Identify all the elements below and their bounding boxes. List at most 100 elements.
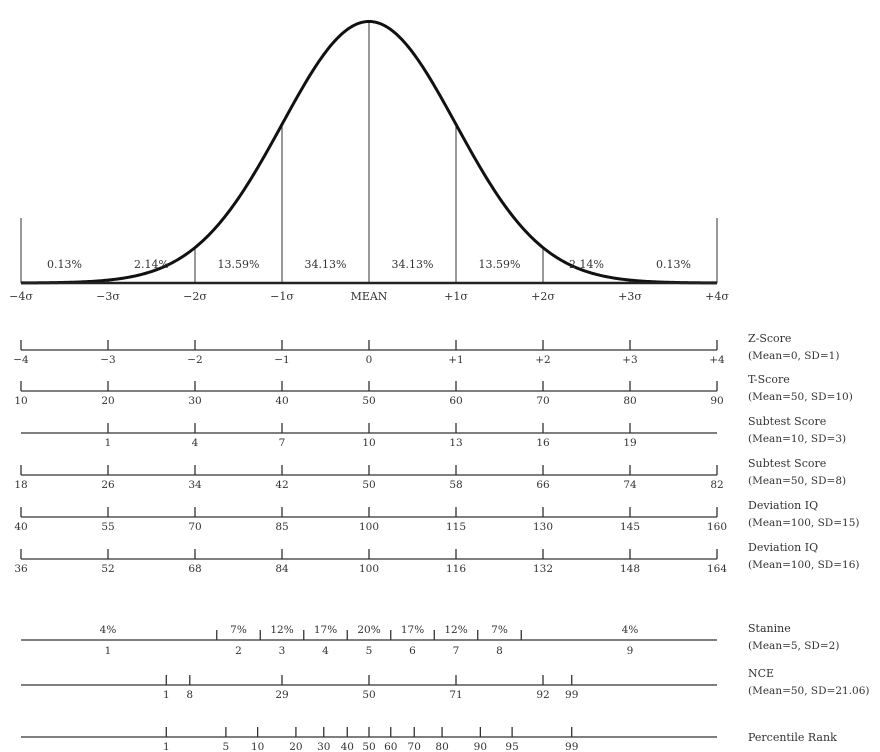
scale-tick-label: 82 bbox=[710, 479, 723, 491]
scale-tick-label: 19 bbox=[623, 437, 636, 449]
stanine-band-percent: 12% bbox=[270, 624, 293, 636]
sigma-label: −3σ bbox=[96, 290, 120, 303]
sigma-label: −1σ bbox=[270, 290, 294, 303]
stanine-band-percent: 7% bbox=[491, 624, 508, 636]
score-scales-group: Z-Score (Mean=0, SD=1) −4 −3 −2 −1 0 +1 +2 +3 +4 T-… bbox=[13, 332, 869, 752]
scale-tick-label: 145 bbox=[620, 521, 640, 533]
scale-tick-label: 99 bbox=[565, 689, 578, 701]
scale-params: (Mean=100, SD=15) bbox=[748, 517, 859, 529]
scale-name: Percentile Rank bbox=[748, 731, 837, 744]
scale-tick-label: 70 bbox=[408, 741, 421, 752]
scale-tick-label: 66 bbox=[536, 479, 550, 491]
scale-deviation-iq: Deviation IQ (Mean=100, SD=15) 40 55 70 85 100… bbox=[14, 499, 859, 533]
scale-name: Deviation IQ bbox=[748, 541, 818, 554]
scale-tick-label: 85 bbox=[275, 521, 288, 533]
stanine-band-percent: 7% bbox=[230, 624, 247, 636]
stanine-band-percent: 4% bbox=[100, 624, 117, 636]
scale-params: (Mean=0, SD=1) bbox=[748, 350, 839, 362]
scale-tick-label: 50 bbox=[362, 479, 375, 491]
scale-tick-label: 100 bbox=[359, 521, 379, 533]
scale-percentile-rank: Percentile Rank 1 5 10 20 30 40 50 60 70 80 90 95 99 bbox=[21, 727, 837, 752]
scale-tick-label: 99 bbox=[565, 741, 578, 752]
scale-tick-label: 90 bbox=[710, 395, 723, 407]
scale-subtest-score: Subtest Score (Mean=10, SD=3) 1 4 7 10 13 16 19 bbox=[21, 415, 846, 449]
scale-tick-label: 52 bbox=[101, 563, 114, 575]
scale-tick-label: 58 bbox=[449, 479, 462, 491]
scale-tick-label: 26 bbox=[101, 479, 115, 491]
sigma-label: +4σ bbox=[705, 290, 729, 303]
scale-tick-label: 160 bbox=[707, 521, 727, 533]
scale-params: (Mean=5, SD=2) bbox=[748, 640, 839, 652]
scale-tick-label: 13 bbox=[449, 437, 462, 449]
scale-tick-label: 20 bbox=[289, 741, 302, 752]
region-percent-label: 13.59% bbox=[218, 258, 260, 271]
scale-tick-label: 40 bbox=[275, 395, 288, 407]
scale-tick-label: 30 bbox=[188, 395, 201, 407]
scale-tick-label: 16 bbox=[536, 437, 550, 449]
scale-tick-label: 164 bbox=[707, 563, 727, 575]
scale-tick-label: 84 bbox=[275, 563, 289, 575]
scale-name: Deviation IQ bbox=[748, 499, 818, 512]
sigma-label: +1σ bbox=[444, 290, 468, 303]
scale-tick-label: 40 bbox=[341, 741, 354, 752]
scale-tick-label: +1 bbox=[448, 354, 463, 366]
scale-name: Subtest Score bbox=[748, 457, 826, 470]
scale-params: (Mean=50, SD=21.06) bbox=[748, 685, 869, 697]
scale-tick-label: 68 bbox=[188, 563, 201, 575]
stanine-band-percent: 12% bbox=[444, 624, 467, 636]
scale-tick-label: 29 bbox=[275, 689, 288, 701]
scale-z-score: Z-Score (Mean=0, SD=1) −4 −3 −2 −1 0 +1 +2 +3 +4 bbox=[13, 332, 839, 366]
scale-tick-label: 95 bbox=[505, 741, 518, 752]
scale-tick-label: 50 bbox=[362, 741, 375, 752]
stanine-band-label: 9 bbox=[627, 645, 634, 657]
scale-t-score: T-Score (Mean=50, SD=10) 10 20 30 40 50 60 70 80 9… bbox=[14, 373, 852, 407]
stanine-band-label: 6 bbox=[409, 645, 416, 657]
scale-tick-label: 70 bbox=[188, 521, 201, 533]
scale-tick-label: 10 bbox=[14, 395, 27, 407]
sigma-label: −2σ bbox=[183, 290, 207, 303]
scale-nce: NCE (Mean=50, SD=21.06) 1 8 29 50 71 92 99 bbox=[21, 667, 869, 701]
scale-tick-label: 80 bbox=[435, 741, 448, 752]
scale-tick-label: 34 bbox=[188, 479, 202, 491]
scale-tick-label: 36 bbox=[14, 563, 28, 575]
scale-tick-label: 10 bbox=[251, 741, 264, 752]
scale-tick-label: 116 bbox=[446, 563, 466, 575]
scale-tick-label: 74 bbox=[623, 479, 637, 491]
region-percent-label: 34.13% bbox=[392, 258, 434, 271]
stanine-band-label: 8 bbox=[496, 645, 503, 657]
scale-tick-label: 7 bbox=[279, 437, 286, 449]
stanine-band-percent: 17% bbox=[401, 624, 424, 636]
scale-tick-label: 40 bbox=[14, 521, 27, 533]
scale-tick-label: 1 bbox=[163, 741, 170, 752]
stanine-band-label: 1 bbox=[105, 645, 112, 657]
scale-tick-label: 92 bbox=[536, 689, 549, 701]
scale-tick-label: 55 bbox=[101, 521, 114, 533]
scale-params: (Mean=100, SD=16) bbox=[748, 559, 859, 571]
scale-tick-label: 70 bbox=[536, 395, 549, 407]
scale-tick-label: 0 bbox=[366, 354, 373, 366]
stanine-band-label: 2 bbox=[235, 645, 242, 657]
scale-tick-label: +4 bbox=[709, 354, 725, 366]
sigma-label: +2σ bbox=[531, 290, 555, 303]
scale-tick-label: 20 bbox=[101, 395, 114, 407]
scale-tick-label: 60 bbox=[384, 741, 397, 752]
scale-tick-label: −3 bbox=[100, 354, 115, 366]
scale-tick-label: 80 bbox=[623, 395, 636, 407]
stanine-band-label: 5 bbox=[366, 645, 373, 657]
stanine-band-percent: 20% bbox=[357, 624, 380, 636]
sigma-label: +3σ bbox=[618, 290, 642, 303]
scale-tick-label: 50 bbox=[362, 395, 375, 407]
scale-name: Stanine bbox=[748, 622, 791, 635]
stanine-band-percent: 4% bbox=[622, 624, 639, 636]
stanine-band-label: 7 bbox=[453, 645, 460, 657]
region-percent-label: 2.14% bbox=[569, 258, 604, 271]
scale-tick-label: 1 bbox=[105, 437, 112, 449]
scale-tick-label: +2 bbox=[535, 354, 550, 366]
scale-tick-label: 42 bbox=[275, 479, 288, 491]
scale-tick-label: +3 bbox=[622, 354, 637, 366]
scale-tick-label: 30 bbox=[317, 741, 330, 752]
scale-tick-label: 148 bbox=[620, 563, 640, 575]
scale-tick-label: 71 bbox=[449, 689, 462, 701]
scale-tick-label: 60 bbox=[449, 395, 462, 407]
